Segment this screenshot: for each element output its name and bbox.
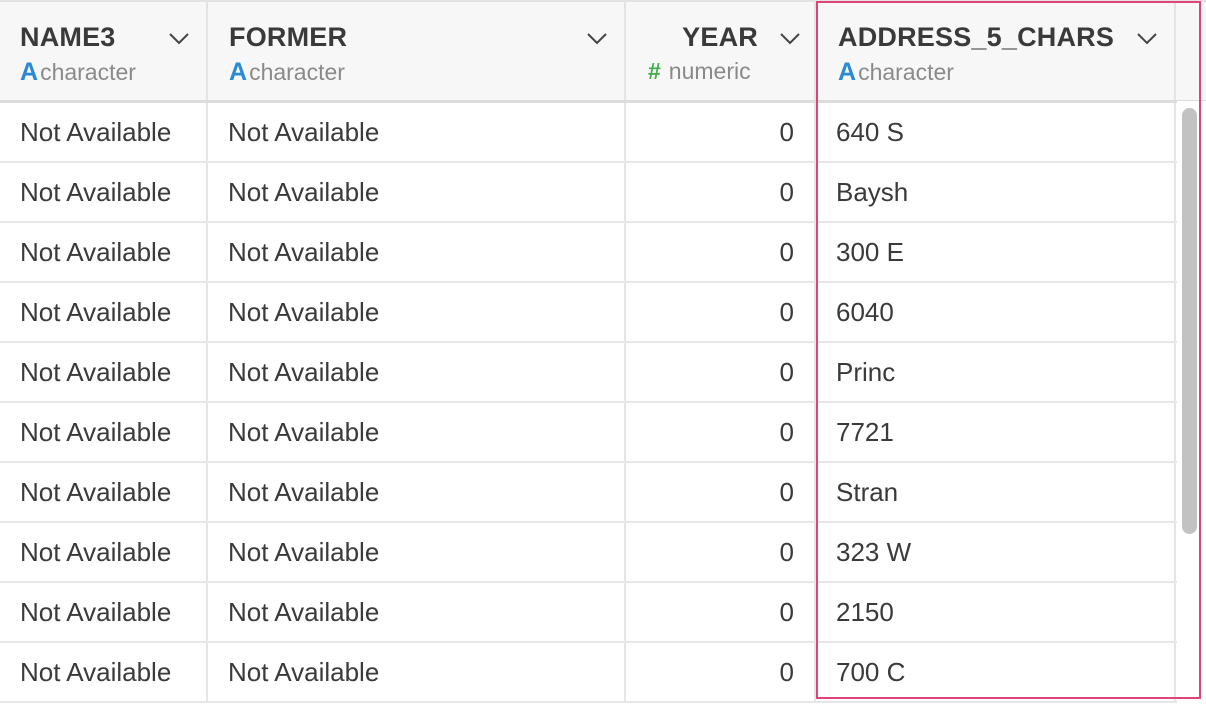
cell-address[interactable]: 7721 (815, 402, 1176, 463)
cell-year[interactable]: 0 (625, 402, 816, 463)
table-row[interactable]: Not Available Not Available 0 6040 (0, 282, 1206, 343)
cell-name3[interactable]: Not Available (0, 342, 208, 403)
column-name: NAME3 (20, 22, 116, 52)
character-type-icon: A (838, 58, 857, 86)
column-type: character (858, 59, 954, 85)
column-type: character (249, 59, 345, 85)
cell-year[interactable]: 0 (625, 522, 816, 583)
cell-former[interactable]: Not Available (207, 222, 626, 283)
cell-former[interactable]: Not Available (207, 582, 626, 643)
table-row[interactable]: Not Available Not Available 0 700 C (0, 642, 1206, 703)
cell-former[interactable]: Not Available (207, 642, 626, 703)
cell-name3[interactable]: Not Available (0, 462, 208, 523)
column-header-address-5-chars[interactable]: ADDRESS_5_CHARS Acharacter (815, 0, 1176, 103)
cell-year[interactable]: 0 (625, 101, 816, 163)
cell-year[interactable]: 0 (625, 582, 816, 643)
column-type-label: # numeric (648, 58, 751, 85)
scrollbar-thumb[interactable] (1182, 108, 1197, 534)
cell-year[interactable]: 0 (625, 642, 816, 703)
cell-address[interactable]: 700 C (815, 642, 1176, 703)
cell-name3[interactable]: Not Available (0, 222, 208, 283)
cell-address[interactable]: 640 S (815, 101, 1176, 163)
cell-former[interactable]: Not Available (207, 522, 626, 583)
column-type-label: Acharacter (20, 58, 136, 87)
column-header-former[interactable]: FORMER Acharacter (207, 0, 626, 103)
column-type: numeric (668, 58, 751, 84)
cell-year[interactable]: 0 (625, 282, 816, 343)
cell-address[interactable]: 2150 (815, 582, 1176, 643)
cell-former[interactable]: Not Available (207, 282, 626, 343)
chevron-down-icon[interactable] (1136, 32, 1158, 46)
cell-former[interactable]: Not Available (207, 342, 626, 403)
cell-former[interactable]: Not Available (207, 101, 626, 163)
column-type-label: Acharacter (838, 58, 954, 87)
cell-year[interactable]: 0 (625, 162, 816, 223)
column-name: YEAR (682, 22, 758, 52)
cell-name3[interactable]: Not Available (0, 402, 208, 463)
cell-name3[interactable]: Not Available (0, 522, 208, 583)
numeric-type-icon: # (648, 58, 661, 84)
column-type-label: Acharacter (229, 58, 345, 87)
cell-name3[interactable]: Not Available (0, 162, 208, 223)
character-type-icon: A (229, 58, 248, 86)
cell-address[interactable]: 300 E (815, 222, 1176, 283)
table-row[interactable]: Not Available Not Available 0 Baysh (0, 162, 1206, 223)
table-row[interactable]: Not Available Not Available 0 640 S (0, 101, 1206, 163)
table-row[interactable]: Not Available Not Available 0 7721 (0, 402, 1206, 463)
cell-address[interactable]: 323 W (815, 522, 1176, 583)
table-row[interactable]: Not Available Not Available 0 Princ (0, 342, 1206, 403)
cell-name3[interactable]: Not Available (0, 582, 208, 643)
table-row[interactable]: Not Available Not Available 0 Stran (0, 462, 1206, 523)
character-type-icon: A (20, 58, 39, 86)
chevron-down-icon[interactable] (779, 32, 801, 46)
cell-address[interactable]: Princ (815, 342, 1176, 403)
column-header-name3[interactable]: NAME3 Acharacter (0, 0, 208, 103)
column-name: FORMER (229, 22, 348, 52)
cell-year[interactable]: 0 (625, 222, 816, 283)
column-name: ADDRESS_5_CHARS (838, 22, 1115, 52)
cell-former[interactable]: Not Available (207, 462, 626, 523)
cell-name3[interactable]: Not Available (0, 642, 208, 703)
column-header-year[interactable]: YEAR # numeric (625, 0, 816, 103)
table-row[interactable]: Not Available Not Available 0 300 E (0, 222, 1206, 283)
cell-former[interactable]: Not Available (207, 162, 626, 223)
cell-year[interactable]: 0 (625, 462, 816, 523)
table-row[interactable]: Not Available Not Available 0 2150 (0, 582, 1206, 643)
chevron-down-icon[interactable] (168, 32, 190, 46)
cell-year[interactable]: 0 (625, 342, 816, 403)
header-gutter (1175, 0, 1206, 103)
cell-address[interactable]: Stran (815, 462, 1176, 523)
chevron-down-icon[interactable] (586, 32, 608, 46)
cell-name3[interactable]: Not Available (0, 101, 208, 163)
cell-address[interactable]: 6040 (815, 282, 1176, 343)
table-row[interactable]: Not Available Not Available 0 323 W (0, 522, 1206, 583)
column-type: character (40, 59, 136, 85)
header-row: NAME3 Acharacter FORMER Acharacter (0, 0, 1206, 103)
cell-former[interactable]: Not Available (207, 402, 626, 463)
cell-address[interactable]: Baysh (815, 162, 1176, 223)
cell-name3[interactable]: Not Available (0, 282, 208, 343)
